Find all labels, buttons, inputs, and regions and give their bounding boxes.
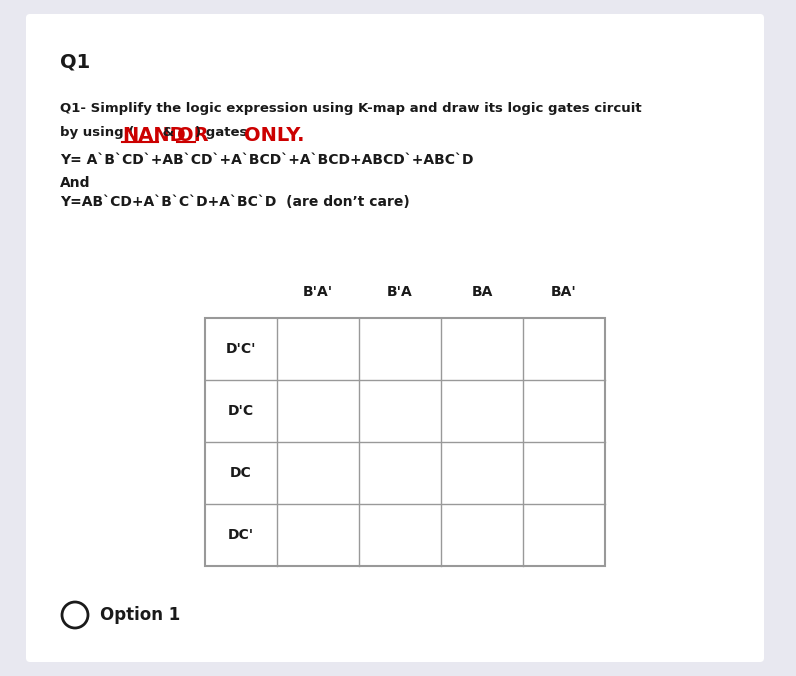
Text: Q1- Simplify the logic expression using K-map and draw its logic gates circuit: Q1- Simplify the logic expression using … [60, 102, 642, 115]
Text: by using (: by using ( [60, 126, 135, 139]
Circle shape [62, 602, 88, 628]
Text: Y= A`B`CD`+AB`CD`+A`BCD`+A`BCD+ABCD`+ABC`D: Y= A`B`CD`+AB`CD`+A`BCD`+A`BCD+ABCD`+ABC… [60, 153, 474, 167]
Text: BA': BA' [551, 285, 577, 299]
Text: OR: OR [177, 126, 209, 145]
Text: DC': DC' [228, 528, 254, 542]
Bar [205, 318, 605, 566]
Text: D'C': D'C' [226, 342, 256, 356]
Text: &: & [158, 126, 179, 139]
Text: Q1: Q1 [60, 52, 90, 71]
Text: ) gates: ) gates [195, 126, 252, 139]
Text: NAND: NAND [122, 126, 185, 145]
FancyBboxPatch shape [26, 14, 764, 662]
Text: ONLY.: ONLY. [244, 126, 305, 145]
Text: B'A: B'A [387, 285, 413, 299]
Text: And: And [60, 176, 91, 190]
Text: D'C: D'C [228, 404, 254, 418]
Text: B'A': B'A' [303, 285, 333, 299]
Text: BA: BA [471, 285, 493, 299]
Text: Y=AB`CD+A`B`C`D+A`BC`D  (are don’t care): Y=AB`CD+A`B`C`D+A`BC`D (are don’t care) [60, 195, 410, 209]
Text: DC: DC [230, 466, 252, 480]
Text: Option 1: Option 1 [100, 606, 180, 624]
